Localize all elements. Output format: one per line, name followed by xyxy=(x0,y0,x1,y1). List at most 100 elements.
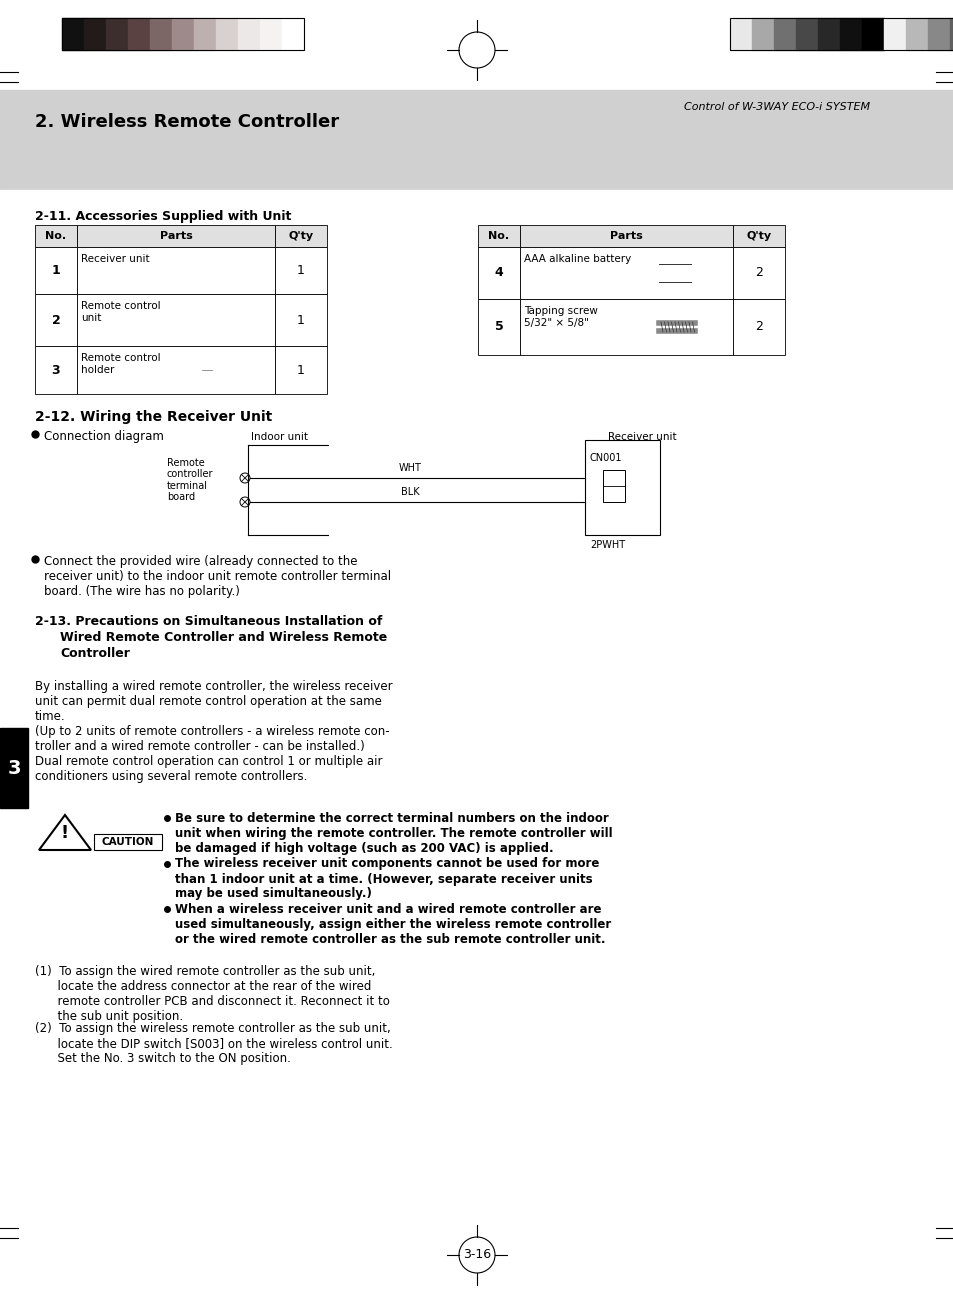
Text: Remote
controller
terminal
board: Remote controller terminal board xyxy=(167,457,213,503)
Bar xyxy=(274,247,327,294)
Bar xyxy=(237,18,260,50)
Bar xyxy=(0,90,953,189)
Bar xyxy=(77,294,274,346)
Bar xyxy=(732,247,784,299)
Bar xyxy=(659,264,690,282)
Bar xyxy=(732,225,784,247)
Bar xyxy=(477,299,519,355)
FancyBboxPatch shape xyxy=(179,353,234,387)
Bar xyxy=(751,18,773,50)
Bar xyxy=(519,225,732,247)
Bar xyxy=(35,225,77,247)
Bar xyxy=(77,346,274,394)
Bar xyxy=(172,18,193,50)
Circle shape xyxy=(193,277,196,282)
Text: When a wireless receiver unit and a wired remote controller are
used simultaneou: When a wireless receiver unit and a wire… xyxy=(174,902,611,946)
Text: Connect the provided wire (already connected to the
receiver unit) to the indoor: Connect the provided wire (already conne… xyxy=(44,555,391,598)
Bar xyxy=(949,18,953,50)
Bar xyxy=(729,18,953,50)
Text: Receiver unit: Receiver unit xyxy=(81,253,150,264)
Text: The wireless receiver unit components cannot be used for more
than 1 indoor unit: The wireless receiver unit components ca… xyxy=(174,858,598,901)
Circle shape xyxy=(201,277,205,282)
Text: 2: 2 xyxy=(754,320,762,333)
Bar xyxy=(106,18,128,50)
Bar xyxy=(150,18,172,50)
Bar xyxy=(477,247,519,299)
Text: Receiver unit: Receiver unit xyxy=(607,432,676,441)
Text: 5: 5 xyxy=(494,320,503,333)
Text: No.: No. xyxy=(488,231,509,242)
Bar xyxy=(840,18,862,50)
Bar xyxy=(883,18,905,50)
Bar xyxy=(179,257,234,283)
Bar xyxy=(519,299,732,355)
Bar xyxy=(274,225,327,247)
Ellipse shape xyxy=(655,264,662,282)
Text: 1: 1 xyxy=(51,264,60,277)
Text: (Up to 2 units of remote controllers - a wireless remote con-
troller and a wire: (Up to 2 units of remote controllers - a… xyxy=(35,725,389,784)
Bar xyxy=(274,294,327,346)
Bar xyxy=(94,835,162,850)
Bar xyxy=(927,18,949,50)
Bar xyxy=(84,18,106,50)
Bar xyxy=(584,440,659,535)
Bar xyxy=(35,346,77,394)
Bar xyxy=(732,299,784,355)
Text: 1: 1 xyxy=(296,264,305,277)
Ellipse shape xyxy=(686,264,695,282)
Text: BLK: BLK xyxy=(400,487,419,498)
Bar xyxy=(602,470,624,502)
Bar xyxy=(862,18,883,50)
Text: Parts: Parts xyxy=(159,231,193,242)
Bar xyxy=(817,18,840,50)
Text: 2. Wireless Remote Controller: 2. Wireless Remote Controller xyxy=(35,114,338,131)
Text: (1)  To assign the wired remote controller as the sub unit,
      locate the add: (1) To assign the wired remote controlle… xyxy=(35,965,390,1023)
Bar xyxy=(260,18,282,50)
Bar xyxy=(215,18,237,50)
Text: Indoor unit: Indoor unit xyxy=(252,432,308,441)
Text: 3: 3 xyxy=(8,759,21,777)
Text: (2)  To assign the wireless remote controller as the sub unit,
      locate the : (2) To assign the wireless remote contro… xyxy=(35,1023,393,1064)
Text: !: ! xyxy=(61,824,69,842)
Text: No.: No. xyxy=(46,231,67,242)
Text: 2: 2 xyxy=(754,266,762,279)
Text: 1: 1 xyxy=(296,313,305,326)
Text: 2-13. Precautions on Simultaneous Installation of: 2-13. Precautions on Simultaneous Instal… xyxy=(35,615,382,628)
Bar xyxy=(795,18,817,50)
Text: 1: 1 xyxy=(296,363,305,376)
Text: 2-11. Accessories Supplied with Unit: 2-11. Accessories Supplied with Unit xyxy=(35,210,291,223)
Text: By installing a wired remote controller, the wireless receiver
unit can permit d: By installing a wired remote controller,… xyxy=(35,680,393,724)
Text: Control of W-3WAY ECO-i SYSTEM: Control of W-3WAY ECO-i SYSTEM xyxy=(683,102,869,112)
Ellipse shape xyxy=(646,321,659,333)
Bar xyxy=(0,189,953,1306)
Bar xyxy=(0,0,953,90)
Bar xyxy=(282,18,304,50)
Bar xyxy=(62,18,304,50)
Text: 4: 4 xyxy=(494,266,503,279)
Text: Be sure to determine the correct terminal numbers on the indoor
unit when wiring: Be sure to determine the correct termina… xyxy=(174,812,612,855)
Text: AAA alkaline battery: AAA alkaline battery xyxy=(523,253,631,264)
Bar xyxy=(729,18,751,50)
Bar xyxy=(62,18,84,50)
Bar xyxy=(35,294,77,346)
Text: Q'ty: Q'ty xyxy=(288,231,314,242)
Bar xyxy=(477,225,519,247)
Bar xyxy=(214,276,223,281)
Bar xyxy=(183,263,211,274)
FancyBboxPatch shape xyxy=(179,303,234,337)
Circle shape xyxy=(185,277,189,282)
Text: Connection diagram: Connection diagram xyxy=(44,430,164,443)
Text: Controller: Controller xyxy=(60,646,130,660)
Text: 3: 3 xyxy=(51,363,60,376)
Bar xyxy=(773,18,795,50)
Text: Tapping screw
5/32" × 5/8": Tapping screw 5/32" × 5/8" xyxy=(523,306,598,328)
Bar xyxy=(35,247,77,294)
Text: Wired Remote Controller and Wireless Remote: Wired Remote Controller and Wireless Rem… xyxy=(60,631,387,644)
Bar xyxy=(77,225,274,247)
Bar xyxy=(274,346,327,394)
Text: Remote control
holder: Remote control holder xyxy=(81,353,160,375)
Bar xyxy=(905,18,927,50)
Text: Parts: Parts xyxy=(610,231,642,242)
Text: WHT: WHT xyxy=(398,464,421,473)
Text: 2: 2 xyxy=(51,313,60,326)
